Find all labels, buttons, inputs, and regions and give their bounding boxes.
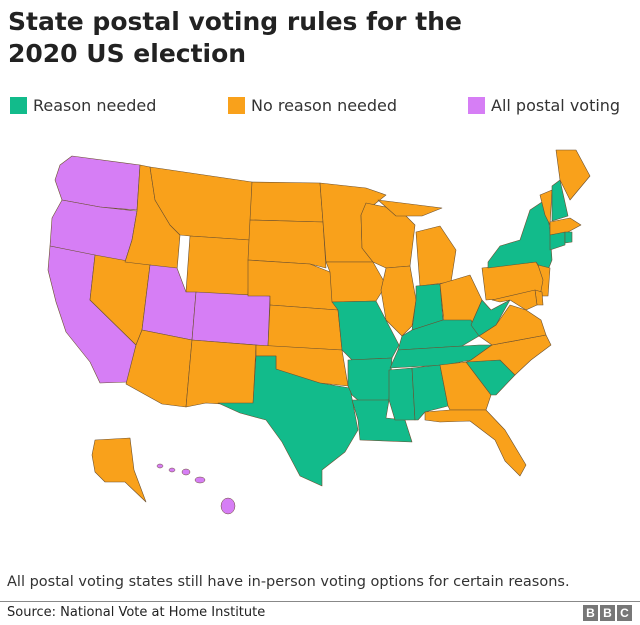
legend-label: No reason needed <box>251 96 398 115</box>
state-ar <box>347 357 393 403</box>
legend-item-all-postal-voting: All postal voting <box>468 96 620 115</box>
state-hi <box>194 476 206 484</box>
state-ct <box>549 231 566 251</box>
logo-letter: C <box>617 605 632 621</box>
state-va <box>478 304 547 346</box>
logo-letter: B <box>583 605 598 621</box>
state-hi <box>181 468 191 476</box>
state-hi <box>168 467 176 473</box>
state-fl <box>424 409 527 477</box>
state-hi <box>156 463 164 469</box>
state-sd <box>247 219 327 269</box>
state-nh <box>551 179 569 222</box>
legend-item-no-reason-needed: No reason needed <box>228 96 397 115</box>
state-ms <box>388 367 416 421</box>
state-ia <box>325 261 387 303</box>
state-hi <box>220 497 236 515</box>
state-nd <box>249 181 324 223</box>
bbc-logo: B B C <box>583 605 632 621</box>
state-ak <box>91 437 147 503</box>
legend-swatch <box>468 97 485 114</box>
state-ri <box>564 231 573 244</box>
state-la <box>351 399 413 443</box>
legend-label: All postal voting <box>491 96 621 115</box>
state-wy <box>185 235 251 297</box>
state-me <box>555 149 591 201</box>
state-nj <box>537 264 551 297</box>
state-ks <box>267 304 343 351</box>
state-nm <box>185 339 257 408</box>
state-md <box>491 289 538 311</box>
legend-item-reason-needed: Reason needed <box>10 96 156 115</box>
state-mi <box>377 199 443 217</box>
page-title: State postal voting rules for the 2020 U… <box>8 7 462 68</box>
state-ma <box>549 217 582 236</box>
source-text: Source: National Vote at Home Institute <box>7 605 266 620</box>
state-il <box>380 265 417 337</box>
us-map <box>47 149 591 515</box>
state-ny <box>487 199 553 276</box>
legend-label: Reason needed <box>33 96 157 115</box>
state-tx <box>217 355 359 487</box>
legend-swatch <box>228 97 245 114</box>
legend-swatch <box>10 97 27 114</box>
legend: Reason needed No reason needed All posta… <box>10 96 640 120</box>
footnote: All postal voting states still have in-p… <box>7 574 570 590</box>
divider <box>0 601 640 602</box>
logo-letter: B <box>600 605 615 621</box>
state-mi <box>415 225 457 287</box>
state-co <box>191 291 271 347</box>
